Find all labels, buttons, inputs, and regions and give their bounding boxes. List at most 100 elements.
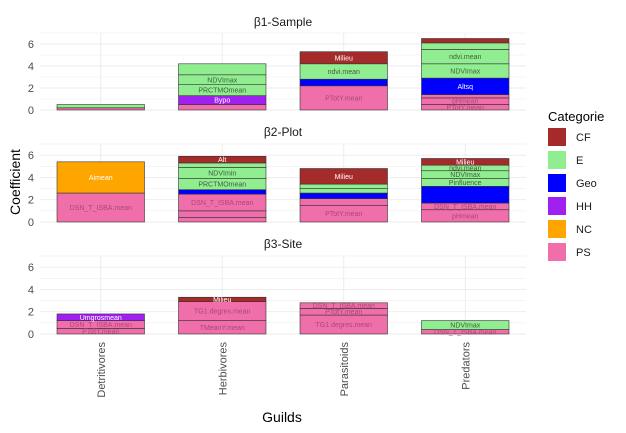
bar-detritivores: DSN_T_ISBA.mean Aimean (56, 161, 145, 223)
segment-label: ndvi.mean (449, 165, 481, 172)
segment-label: Alt (218, 157, 226, 164)
legend-swatch (548, 197, 566, 215)
panel-title: β1-Sample (254, 15, 313, 29)
bar-parasitoids: PTotY.mean Milieu (299, 168, 388, 223)
bar-segment (299, 85, 388, 111)
segment-label: PTotY.mean (82, 329, 119, 336)
bar-segment (421, 320, 510, 330)
legend-swatch (548, 128, 566, 146)
bar-herbivores: DSN_T_ISBA.mean PRCTMOmean NDVImin Alt (178, 155, 267, 223)
segment-label: Milieu (335, 174, 353, 181)
segment-label: NDVImax (207, 77, 237, 84)
x-tick-label: Detritivores (96, 342, 108, 398)
segment-label: NDVImax (450, 323, 480, 330)
chart-panels: β1-Sample0246BypoPRCTMOmeanNDVImaxPTotY.… (28, 15, 526, 341)
segment-label: Bypo (214, 98, 230, 105)
legend: Categorie CF E Geo HH NC PS (548, 109, 604, 261)
segment-label: TMeanY.mean (200, 325, 245, 332)
segment-label: Altsq (457, 84, 473, 91)
bar-segment (299, 78, 388, 87)
segment-label: Umgrosmean (80, 315, 122, 322)
segment-label: pHmean (452, 99, 479, 106)
segment-label: NDVImax (450, 68, 480, 75)
bar-segment (299, 51, 388, 65)
panel-title: β3-Site (264, 237, 303, 251)
y-tick-label: 6 (28, 150, 34, 162)
legend-swatch (548, 220, 566, 238)
segment-label: PRCTMOmean (198, 182, 246, 189)
y-tick-label: 2 (28, 307, 34, 319)
legend-label: HH (576, 201, 592, 213)
bar-detritivores (56, 104, 145, 111)
bar-segment (299, 192, 388, 199)
segment-label: ndvi.mean (328, 69, 360, 76)
x-tick-label: Predators (460, 342, 472, 390)
bar-predators: pHmean DSN_T_ISBA.mean PinfluenceNDVImaxnd… (421, 158, 510, 223)
bar-segment (56, 313, 145, 321)
y-tick-label: 2 (28, 83, 34, 95)
legend-label: NC (576, 224, 592, 236)
bar-segment (299, 198, 388, 206)
bar-segment (299, 168, 388, 185)
segment-label: ndvi.mean (449, 54, 481, 61)
legend-label: PS (576, 247, 591, 259)
bar-segment (421, 42, 510, 50)
bar-herbivores: TMeanY.mean TG1.degres.mean Milieu (178, 296, 267, 335)
y-tick-label: 0 (28, 329, 34, 341)
legend-swatch (548, 151, 566, 169)
y-tick-label: 0 (28, 105, 34, 117)
bar-segment (56, 192, 145, 223)
x-axis-title: Guilds (262, 409, 302, 425)
y-tick-label: 4 (28, 284, 34, 296)
bar-segment (299, 183, 388, 189)
panel-title: β2-Plot (264, 125, 303, 139)
legend-swatch (548, 243, 566, 261)
segment-label: DSN_T_ISBA.mean (191, 200, 253, 207)
x-axis: Detritivores Herbivores Parasitoids Predato… (96, 342, 473, 398)
bar-parasitoids: PTotY.mean ndvi.mean Milieu (299, 51, 388, 111)
y-axis-title: Coefficient (7, 149, 23, 215)
bar-segment (178, 104, 267, 111)
bar-segment (299, 188, 388, 194)
legend-label: CF (576, 132, 591, 144)
bar-segment (56, 161, 145, 194)
segment-label: PTotY.mean (447, 105, 484, 112)
segment-label: PTotY.mean (325, 211, 362, 218)
bar-segment (178, 189, 267, 195)
segment-label: TG1.degres.mean (194, 309, 251, 316)
bar-segment (56, 104, 145, 109)
bar-segment (299, 302, 388, 309)
y-tick-label: 6 (28, 262, 34, 274)
segment-label: Aimean (89, 175, 113, 182)
y-tick-label: 4 (28, 61, 34, 73)
segment-label: PTotY.mean (325, 95, 362, 102)
bar-herbivores: Bypo PRCTMOmean NDVImax (178, 63, 267, 111)
bar-segment (178, 63, 267, 76)
panel-2: β2-Plot0246DSN_T_ISBA.meanAimeanDSN_T_IS… (28, 125, 526, 229)
panel-1: β1-Sample0246BypoPRCTMOmeanNDVImaxPTotY.… (28, 15, 526, 117)
legend-swatch (548, 174, 566, 192)
y-tick-label: 4 (28, 172, 34, 184)
bar-segment (178, 296, 267, 302)
segment-label: Pinfluence (449, 180, 482, 187)
bar-segment (178, 155, 267, 164)
segment-label: TG1.degres.mean (316, 322, 373, 329)
segment-label: Milieu (335, 55, 353, 62)
segment-label: DSN_T_ISBA.mean (70, 205, 132, 212)
x-tick-label: Herbivores (217, 342, 229, 396)
segment-label: PRCTMOmean (198, 88, 246, 95)
segment-label: pHmean (452, 213, 479, 220)
segment-label: NDVImax (450, 172, 480, 179)
legend-label: E (576, 155, 583, 167)
segment-label: DSN_T_ISBA.mean (70, 322, 132, 329)
segment-label: DSN_T_ISBA.mean (434, 204, 496, 211)
bar-segment (421, 38, 510, 44)
x-tick-label: Parasitoids (339, 342, 351, 397)
bar-segment (56, 107, 145, 111)
legend-label: Geo (576, 178, 597, 190)
legend-title: Categorie (548, 109, 604, 124)
